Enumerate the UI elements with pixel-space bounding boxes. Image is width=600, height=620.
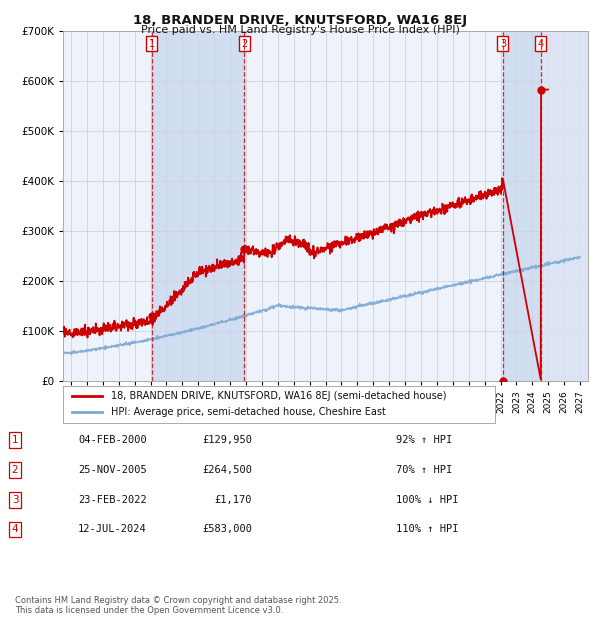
Text: 2: 2 bbox=[11, 465, 19, 475]
Text: 4: 4 bbox=[538, 38, 544, 48]
Text: 92% ↑ HPI: 92% ↑ HPI bbox=[396, 435, 452, 445]
Bar bbox=[541, 31, 588, 381]
Text: 4: 4 bbox=[11, 525, 19, 534]
Text: £129,950: £129,950 bbox=[202, 435, 252, 445]
Text: 1: 1 bbox=[11, 435, 19, 445]
Text: 18, BRANDEN DRIVE, KNUTSFORD, WA16 8EJ: 18, BRANDEN DRIVE, KNUTSFORD, WA16 8EJ bbox=[133, 14, 467, 27]
Text: HPI: Average price, semi-detached house, Cheshire East: HPI: Average price, semi-detached house,… bbox=[110, 407, 385, 417]
Text: 23-FEB-2022: 23-FEB-2022 bbox=[78, 495, 147, 505]
Text: 3: 3 bbox=[500, 38, 506, 48]
Bar bbox=[541, 31, 588, 381]
Text: Price paid vs. HM Land Registry's House Price Index (HPI): Price paid vs. HM Land Registry's House … bbox=[140, 25, 460, 35]
Text: 25-NOV-2005: 25-NOV-2005 bbox=[78, 465, 147, 475]
Text: 70% ↑ HPI: 70% ↑ HPI bbox=[396, 465, 452, 475]
Text: £1,170: £1,170 bbox=[215, 495, 252, 505]
Text: 04-FEB-2000: 04-FEB-2000 bbox=[78, 435, 147, 445]
Text: 100% ↓ HPI: 100% ↓ HPI bbox=[396, 495, 458, 505]
Text: £583,000: £583,000 bbox=[202, 525, 252, 534]
Text: 1: 1 bbox=[149, 38, 155, 48]
Text: Contains HM Land Registry data © Crown copyright and database right 2025.
This d: Contains HM Land Registry data © Crown c… bbox=[15, 596, 341, 615]
Text: 18, BRANDEN DRIVE, KNUTSFORD, WA16 8EJ (semi-detached house): 18, BRANDEN DRIVE, KNUTSFORD, WA16 8EJ (… bbox=[110, 391, 446, 401]
Text: 3: 3 bbox=[11, 495, 19, 505]
Bar bbox=[152, 31, 244, 381]
Text: 2: 2 bbox=[241, 38, 247, 48]
Bar bbox=[503, 31, 588, 381]
Text: 110% ↑ HPI: 110% ↑ HPI bbox=[396, 525, 458, 534]
Text: £264,500: £264,500 bbox=[202, 465, 252, 475]
Text: 12-JUL-2024: 12-JUL-2024 bbox=[78, 525, 147, 534]
